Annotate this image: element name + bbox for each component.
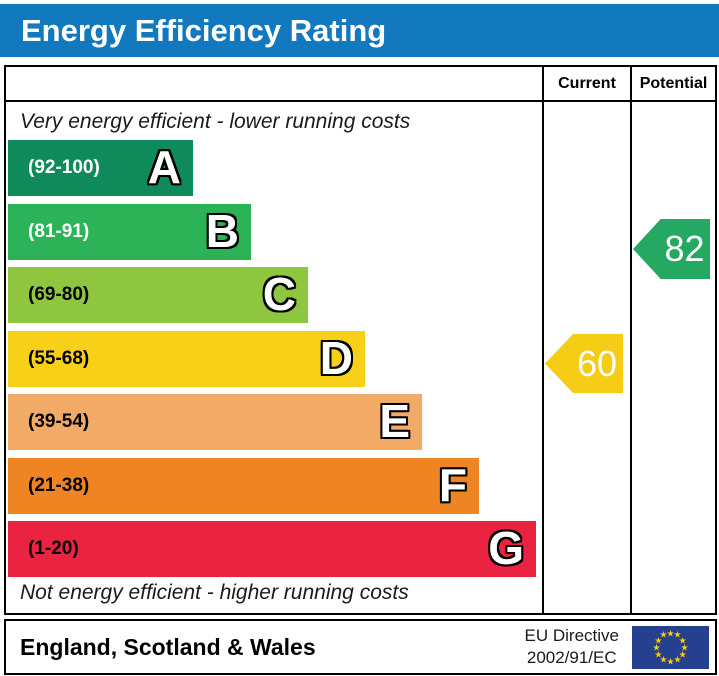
eu-directive-line1: EU Directive: [524, 626, 619, 645]
footer: England, Scotland & Wales EU Directive 2…: [4, 619, 717, 675]
band-range-label: (81-91): [28, 221, 90, 242]
eu-flag-star-icon: ★: [654, 635, 663, 645]
current-column-divider: [542, 67, 544, 613]
band-g: (1-20) G: [8, 521, 536, 577]
potential-column-header: Potential: [639, 74, 708, 92]
band-range-label: (69-80): [28, 284, 90, 305]
eu-flag-icon: ★ ★ ★ ★ ★ ★ ★ ★ ★ ★ ★ ★: [632, 626, 709, 669]
band-letter: C: [262, 268, 296, 321]
region-label: England, Scotland & Wales: [20, 633, 316, 660]
eu-flag-star-icon: ★: [654, 649, 663, 659]
caption-not-efficient: Not energy efficient - higher running co…: [20, 581, 409, 604]
band-letter: B: [205, 205, 239, 258]
band-f: (21-38) F: [8, 458, 479, 514]
band-letter: G: [488, 522, 524, 575]
header-divider: [6, 100, 715, 102]
band-range-label: (39-54): [28, 411, 90, 432]
eu-flag-star-icon: ★: [678, 649, 687, 659]
eu-flag-star-icon: ★: [678, 635, 687, 645]
band-range-label: (55-68): [28, 348, 90, 369]
eu-flag-star-icon: ★: [652, 642, 661, 652]
eu-flag-star-icon: ★: [659, 654, 668, 665]
page-title: Energy Efficiency Rating: [21, 12, 387, 48]
band-range-label: (92-100): [28, 157, 100, 178]
eu-directive-line2: 2002/91/EC: [526, 648, 617, 667]
band-e: (39-54) E: [8, 394, 422, 450]
band-letter: E: [379, 395, 410, 448]
eu-flag-star-icon: ★: [666, 628, 675, 638]
eu-flag-star-icon: ★: [673, 629, 682, 640]
potential-rating-pointer: 82: [633, 219, 710, 279]
band-c: (69-80) C: [8, 267, 308, 323]
eu-flag-star-icon: ★: [673, 654, 682, 665]
band-d: (55-68) D: [8, 331, 365, 387]
current-rating-pointer: 60: [545, 334, 623, 393]
rating-table: Current Potential Very energy efficient …: [4, 65, 717, 615]
eu-flag-star-icon: ★: [666, 656, 675, 666]
band-range-label: (1-20): [28, 538, 79, 559]
eu-flag-star-icon: ★: [680, 642, 689, 652]
band-b: (81-91) B: [8, 204, 251, 260]
current-rating-value: 60: [576, 342, 618, 384]
current-column-header: Current: [558, 74, 616, 92]
potential-column-divider: [630, 67, 632, 613]
band-range-label: (21-38): [28, 475, 90, 496]
potential-rating-value: 82: [664, 228, 705, 269]
band-a: (92-100) A: [8, 140, 193, 196]
caption-very-efficient: Very energy efficient - lower running co…: [20, 110, 411, 133]
eu-flag-star-icon: ★: [659, 629, 668, 640]
eu-directive-label: EU Directive 2002/91/EC: [525, 625, 619, 669]
band-letter: A: [147, 141, 181, 194]
band-letter: D: [319, 332, 353, 385]
title-bar: Energy Efficiency Rating: [0, 4, 719, 57]
band-letter: F: [438, 459, 467, 512]
